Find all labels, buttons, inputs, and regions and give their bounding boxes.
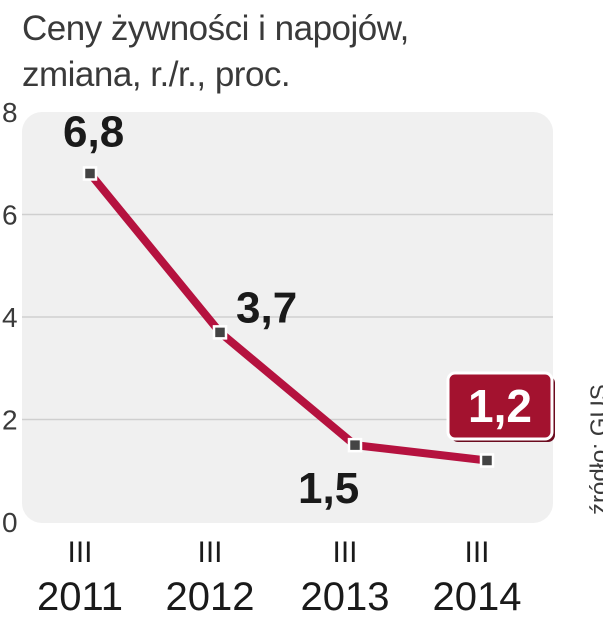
x-tick-month: III [197,536,222,569]
x-tick-month: III [464,536,489,569]
x-tick-year: 2013 [301,575,390,618]
data-point [212,325,228,340]
highlight-box [446,371,554,441]
chart-subtitle: zmiana, r./r., proc. [22,55,291,94]
chart-title-block: Ceny żywności i napojów, zmiana, r./r., … [22,6,409,98]
chart-title: Ceny żywności i napojów, [22,9,409,48]
data-point [479,453,495,468]
y-tick-label: 8 [2,97,18,128]
data-label: 3,7 [236,283,297,332]
x-tick-month: III [332,536,357,569]
data-label: 1,5 [298,464,359,513]
data-label: 6,8 [63,108,124,157]
series-line [86,169,491,465]
data-label-highlighted: 1,2 [468,380,532,432]
y-tick-label: 2 [2,405,18,436]
x-tick-year: 2012 [166,575,255,618]
x-tick-year: 2014 [433,575,522,618]
x-tick-year: 2011 [37,575,123,618]
data-point [347,437,363,453]
source-note: źródło: GUS [586,384,603,515]
y-tick-label: 6 [2,200,18,231]
y-tick-label: 4 [2,302,18,333]
data-point [82,166,98,181]
y-tick-label: 0 [2,507,18,538]
x-tick-month: III [67,536,92,569]
